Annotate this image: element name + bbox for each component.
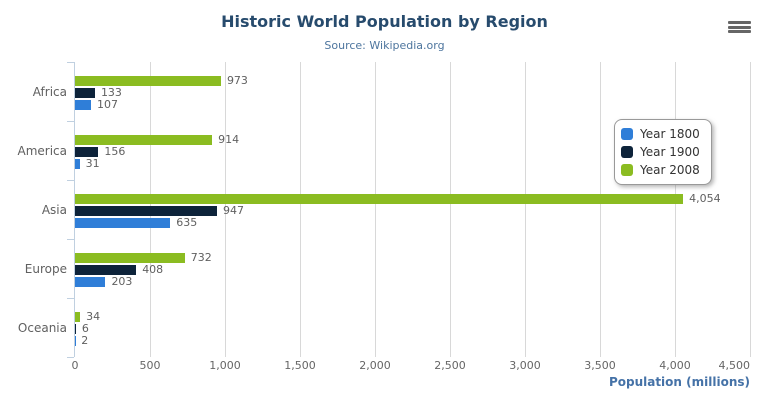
bar-year-1800-asia[interactable] — [75, 218, 171, 228]
category-label-africa: Africa — [32, 85, 67, 99]
value-axis-tick-label: 4,000 — [659, 359, 691, 372]
category-axis-tick — [67, 298, 74, 299]
legend-item-year-1900[interactable]: Year 1900 — [621, 143, 700, 161]
bar-value-label: 4,054 — [689, 192, 721, 205]
bar-value-label: 973 — [226, 74, 248, 87]
gridline — [525, 62, 526, 357]
legend-item-year-2008[interactable]: Year 2008 — [621, 161, 700, 179]
barline: 635 — [75, 216, 750, 229]
barline: 133 — [75, 86, 750, 99]
value-axis-tick-label: 500 — [139, 359, 161, 372]
bar-year-2008-asia[interactable] — [75, 194, 684, 204]
value-axis-tick-label: 2,000 — [359, 359, 391, 372]
barline: 203 — [75, 275, 750, 288]
bar-value-label: 107 — [97, 98, 119, 111]
value-axis-tick-label: 3,500 — [584, 359, 616, 372]
bar-value-label: 31 — [85, 157, 100, 170]
bar-year-1800-europe[interactable] — [75, 277, 106, 287]
bar-value-label: 732 — [190, 251, 212, 264]
bar-value-label: 34 — [86, 310, 101, 323]
barline: 34 — [75, 310, 750, 323]
gridline — [750, 62, 751, 357]
hamburger-icon — [728, 21, 751, 33]
legend-item-year-1800[interactable]: Year 1800 — [621, 125, 700, 143]
value-axis-tick-label: 4,500 — [718, 359, 751, 372]
category-axis-tick — [67, 62, 74, 63]
category-axis-line — [74, 62, 75, 357]
legend-label: Year 2008 — [640, 163, 700, 177]
barline: 947 — [75, 204, 750, 217]
category-axis-tick — [67, 357, 74, 358]
bar-year-1900-europe[interactable] — [75, 265, 137, 275]
category-label-oceania: Oceania — [17, 321, 67, 335]
barline: 156 — [75, 145, 750, 158]
bar-year-1900-america[interactable] — [75, 147, 99, 157]
value-axis-tick-label: 0 — [71, 359, 79, 372]
category-axis-tick — [67, 180, 74, 181]
bar-value-label: 2 — [81, 334, 89, 347]
bar-year-2008-america[interactable] — [75, 135, 213, 145]
barline: 914 — [75, 133, 750, 146]
gridline — [225, 62, 226, 357]
legend-swatch-icon — [621, 146, 633, 158]
export-menu-button[interactable] — [728, 21, 751, 33]
gridline — [450, 62, 451, 357]
category-row-asia: 4,054 947 635 — [75, 180, 750, 239]
value-axis-tick-label: 1,500 — [284, 359, 316, 372]
bar-year-1800-america[interactable] — [75, 159, 80, 169]
plot-area: 973 133 107 914 156 31 4,054 947 635 732 408 203 34 6… — [67, 62, 751, 358]
legend-label: Year 1800 — [640, 127, 700, 141]
chart-title: Historic World Population by Region — [221, 12, 548, 31]
category-axis-tick — [67, 239, 74, 240]
category-row-africa: 973 133 107 — [75, 62, 750, 121]
bar-year-2008-europe[interactable] — [75, 253, 185, 263]
bar-value-label: 6 — [81, 322, 89, 335]
value-axis-tick-label: 3,000 — [509, 359, 541, 372]
barline: 2 — [75, 334, 750, 347]
barline: 732 — [75, 251, 750, 264]
bar-year-1800-africa[interactable] — [75, 100, 92, 110]
barline: 107 — [75, 98, 750, 111]
chart-subtitle: Source: Wikipedia.org — [324, 39, 445, 52]
bar-year-2008-africa[interactable] — [75, 76, 221, 86]
category-row-oceania: 34 6 2 — [75, 298, 750, 357]
bar-value-label: 635 — [176, 216, 198, 229]
bar-value-label: 156 — [104, 145, 126, 158]
barline: 973 — [75, 74, 750, 87]
bar-year-2008-oceania[interactable] — [75, 312, 81, 322]
bar-year-1900-asia[interactable] — [75, 206, 218, 216]
category-label-europe: Europe — [24, 262, 67, 276]
barline: 6 — [75, 322, 750, 335]
category-row-europe: 732 408 203 — [75, 239, 750, 298]
legend-swatch-icon — [621, 128, 633, 140]
gridline — [675, 62, 676, 357]
category-label-asia: Asia — [41, 203, 67, 217]
gridline — [375, 62, 376, 357]
category-axis-tick — [67, 121, 74, 122]
legend: Year 1800 Year 1900 Year 2008 — [614, 119, 712, 185]
gridline — [300, 62, 301, 357]
value-axis-tick-label: 2,500 — [434, 359, 466, 372]
value-axis-tick-label: 1,000 — [209, 359, 241, 372]
legend-label: Year 1900 — [640, 145, 700, 159]
bar-value-label: 408 — [142, 263, 164, 276]
legend-swatch-icon — [621, 164, 633, 176]
barline: 31 — [75, 157, 750, 170]
category-row-america: 914 156 31 — [75, 121, 750, 180]
bar-year-1900-oceania[interactable] — [75, 324, 76, 334]
gridline — [600, 62, 601, 357]
bar-value-label: 203 — [111, 275, 133, 288]
bar-value-label: 947 — [223, 204, 245, 217]
bar-value-label: 914 — [218, 133, 240, 146]
value-axis-title: Population (millions) — [608, 375, 750, 389]
barline: 408 — [75, 263, 750, 276]
barline: 4,054 — [75, 192, 750, 205]
bar-value-label: 133 — [100, 86, 122, 99]
bar-year-1900-africa[interactable] — [75, 88, 95, 98]
category-label-america: America — [17, 144, 68, 158]
